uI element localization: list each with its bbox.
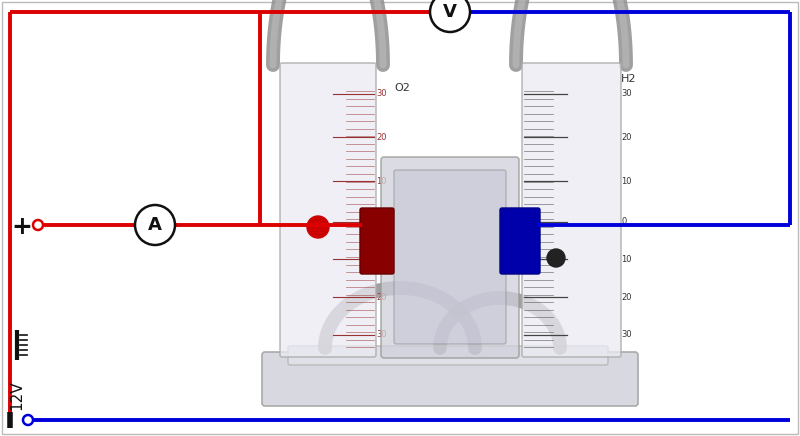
Text: O2: O2 (394, 83, 410, 93)
Text: 30: 30 (376, 330, 386, 339)
Text: 0: 0 (621, 217, 626, 226)
Text: 10: 10 (376, 255, 386, 264)
Text: 10: 10 (376, 177, 386, 185)
FancyBboxPatch shape (280, 63, 376, 357)
FancyBboxPatch shape (381, 157, 519, 358)
FancyBboxPatch shape (394, 170, 506, 344)
Text: H2: H2 (621, 75, 637, 85)
Circle shape (33, 220, 43, 230)
Text: 30: 30 (621, 89, 632, 99)
Circle shape (430, 0, 470, 32)
Text: 20: 20 (376, 293, 386, 302)
Circle shape (547, 249, 565, 267)
Text: 12V: 12V (10, 380, 25, 410)
Text: 30: 30 (621, 330, 632, 339)
FancyBboxPatch shape (360, 208, 394, 274)
Circle shape (135, 205, 175, 245)
Circle shape (23, 415, 33, 425)
Text: 20: 20 (376, 133, 386, 142)
Text: 20: 20 (621, 293, 631, 302)
Text: 20: 20 (621, 133, 631, 142)
FancyBboxPatch shape (288, 346, 608, 365)
Text: 10: 10 (621, 255, 631, 264)
FancyBboxPatch shape (262, 352, 638, 406)
Text: V: V (443, 3, 457, 21)
Text: A: A (148, 216, 162, 234)
Text: 10: 10 (621, 177, 631, 185)
Text: 30: 30 (376, 89, 386, 99)
Text: 0: 0 (376, 217, 382, 226)
Circle shape (307, 216, 329, 238)
FancyBboxPatch shape (522, 63, 621, 357)
FancyBboxPatch shape (500, 208, 540, 274)
Text: +: + (11, 215, 33, 239)
